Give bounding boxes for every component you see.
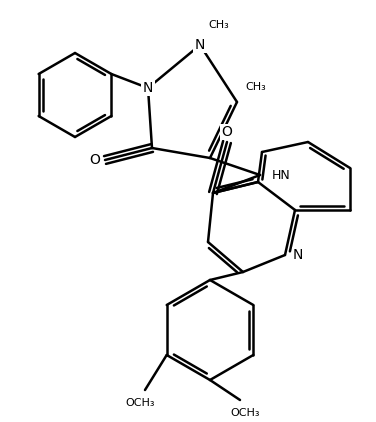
- Text: HN: HN: [272, 168, 291, 181]
- Text: O: O: [89, 153, 100, 167]
- Text: N: N: [293, 248, 303, 262]
- Text: CH₃: CH₃: [245, 82, 266, 92]
- Text: O: O: [221, 125, 232, 139]
- Text: N: N: [195, 38, 205, 52]
- Text: N: N: [143, 81, 153, 95]
- Text: CH₃: CH₃: [208, 20, 229, 30]
- Text: OCH₃: OCH₃: [230, 408, 260, 418]
- Text: OCH₃: OCH₃: [125, 398, 155, 408]
